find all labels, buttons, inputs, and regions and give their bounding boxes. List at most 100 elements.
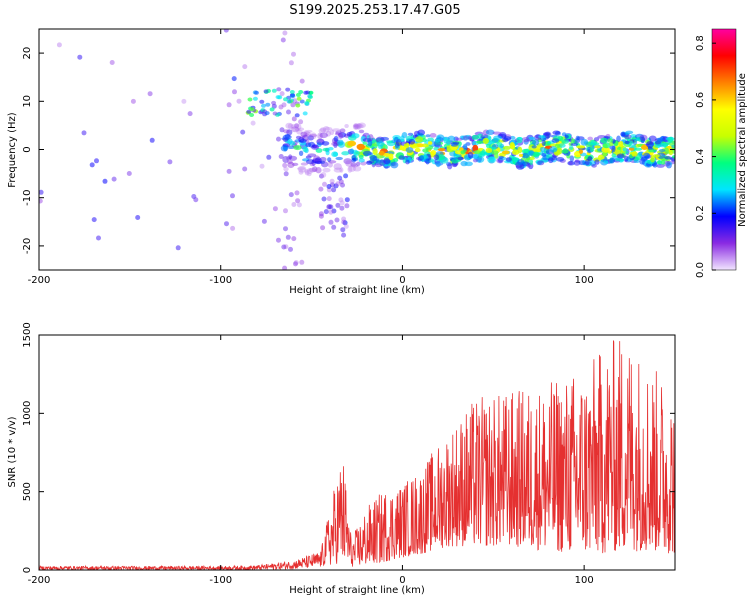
spectrogram-cell — [291, 116, 297, 122]
spectrogram-cell — [548, 157, 554, 164]
spectrogram-cell — [272, 206, 278, 212]
spectrogram-cell — [601, 146, 610, 153]
spectrogram-cell — [321, 141, 330, 146]
spectrogram-cell — [405, 159, 410, 165]
spectrogram-cell — [318, 186, 324, 192]
spectrogram-cell — [407, 132, 414, 136]
spectrogram-cell — [275, 112, 280, 117]
spectrogram-cell — [326, 204, 332, 210]
spectrogram-cell — [590, 140, 596, 145]
spectrogram-cell — [149, 137, 155, 143]
spectrogram-cell — [39, 198, 43, 204]
spectrogram-cell — [538, 134, 547, 139]
spectrogram-cell — [271, 100, 277, 105]
spectrogram-cell — [425, 134, 431, 138]
spectrogram-cell — [398, 155, 405, 161]
spectrogram-cell — [253, 109, 259, 114]
spectrogram-cell — [230, 193, 235, 199]
spectrogram-cell — [358, 122, 366, 129]
spectrogram-cell — [314, 157, 322, 164]
snr-frame — [38, 334, 676, 571]
spectrogram-cell — [242, 166, 248, 172]
spectrogram-cell — [81, 130, 87, 136]
spectrogram-cell — [304, 129, 313, 133]
spectrogram-cell — [306, 168, 313, 174]
spectrogram-cell — [383, 158, 391, 165]
spectrogram-cell — [282, 265, 288, 270]
spectrogram-cell — [551, 138, 560, 144]
spectrogram-cell — [266, 88, 271, 93]
spectrogram-cell — [578, 160, 586, 166]
spectrogram-cell — [623, 134, 632, 140]
spectrogram-cell — [501, 150, 510, 155]
spectrogram-cell — [352, 165, 362, 172]
spectrogram-cell — [286, 109, 291, 115]
spectrogram-cell — [485, 143, 491, 149]
spectrogram-cell — [102, 178, 108, 184]
spectrogram-cell — [332, 128, 341, 132]
snr-series-line — [39, 340, 675, 570]
spectrogram-cell — [671, 144, 675, 149]
spectrogram-cell — [471, 134, 479, 140]
spectrogram-cell — [329, 178, 335, 184]
spectrogram-cell — [437, 147, 446, 152]
spectrogram-cell — [561, 139, 570, 144]
spectrogram-cell — [226, 102, 232, 108]
spectrogram-cell — [298, 119, 304, 125]
colorbar-ticks: 0.0 0.2 0.4 0.6 0.8 — [695, 35, 716, 278]
spectrogram-cell — [576, 145, 585, 149]
spectrogram-cell — [315, 167, 322, 174]
spectrogram-cell — [427, 141, 433, 145]
spectrogram-cell — [286, 155, 292, 161]
spectrogram-cell — [650, 157, 655, 163]
snr-y-tick-label: 1000 — [22, 401, 33, 426]
spectrogram-cell — [288, 192, 294, 198]
spectrogram-cell — [487, 156, 496, 164]
spectrogram-cell — [517, 146, 523, 154]
snr-y-tick-label: 1500 — [22, 322, 33, 347]
spectrogram-cell — [334, 132, 341, 136]
spectrogram-cell — [487, 140, 495, 144]
spectrogram-cell — [334, 217, 340, 223]
spectrogram-cell — [378, 150, 385, 156]
spectrogram-cell — [269, 107, 275, 112]
spectrogram-cell — [322, 125, 330, 133]
spectrogram-cell — [388, 153, 394, 161]
spectrogram-cell — [555, 156, 565, 162]
spectrogram-cell — [516, 136, 523, 144]
spectrogram-cell — [298, 169, 304, 175]
spectrogram-cell — [505, 157, 512, 162]
spectrogram-cell — [532, 139, 540, 146]
spectrogram-cell — [611, 145, 616, 153]
spectrogram-cell — [498, 155, 504, 159]
spectrogram-cell — [347, 166, 353, 173]
spectrogram-cell — [609, 157, 615, 164]
snr-x-tick-label: -200 — [28, 575, 51, 586]
spectrogram-cell — [319, 132, 328, 139]
spectrogram-cell — [367, 139, 373, 147]
spectrogram-cell — [425, 158, 430, 165]
spectrogram-y-label: Frequency (Hz) — [7, 112, 18, 188]
colorbar-tick-label: 0.2 — [695, 205, 706, 221]
spectrogram-cell — [339, 200, 345, 206]
spectrogram-cell — [510, 143, 515, 150]
spectrogram-cell — [356, 123, 362, 130]
colorbar-gradient — [711, 28, 737, 271]
spectrogram-cell — [341, 232, 347, 238]
spectrogram-cell — [622, 147, 628, 152]
spectrogram-cell — [341, 151, 350, 156]
spectrogram-cell — [293, 260, 299, 266]
spectrogram-cell — [573, 138, 581, 144]
spectrogram-cell — [614, 157, 623, 161]
spectrogram-cell — [464, 134, 472, 139]
spectrogram-cell — [554, 143, 561, 149]
spectrogram-cell — [288, 155, 298, 161]
spectrogram-cell — [318, 213, 324, 219]
spectrogram-cell — [643, 152, 651, 159]
spectrogram-cell — [395, 139, 402, 147]
spectrogram-cell — [282, 30, 288, 36]
spectrogram-cell — [320, 225, 326, 231]
spectrogram-cell — [291, 202, 297, 207]
spectrogram-cell — [191, 194, 197, 199]
